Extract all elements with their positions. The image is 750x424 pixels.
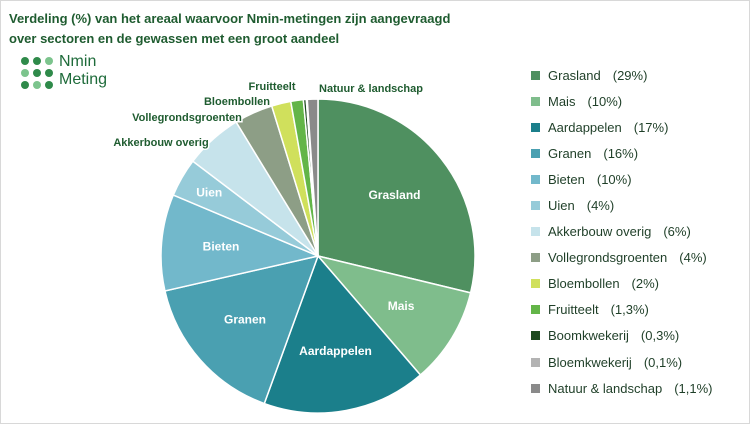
legend-value: (29%) <box>612 67 648 83</box>
legend-swatch <box>531 331 540 341</box>
legend-label: Boomkwekerij <box>548 328 629 344</box>
legend-label: Grasland <box>548 67 601 83</box>
legend-swatch <box>531 305 540 315</box>
legend-value: (4%) <box>586 198 615 214</box>
pie: Grasland Mais Aardappelen Granen Bieten Uien <box>160 98 476 414</box>
legend-value: (1,3%) <box>610 302 649 318</box>
legend-swatch <box>531 96 540 106</box>
legend-entry: Grasland (29%) <box>531 62 712 88</box>
title-line: over sectoren en de gewassen met een gro… <box>9 31 340 46</box>
pie-slice <box>315 254 472 377</box>
legend-value: (4%) <box>679 250 707 266</box>
legend-entry: Granen (16%) <box>531 140 712 166</box>
legend-value: (16%) <box>603 145 639 161</box>
title-line: Verdeling (%) van het areaal waarvoor Nm… <box>9 11 451 26</box>
legend-label: Aardappelen <box>548 119 622 135</box>
legend-entry: Bieten (10%) <box>531 166 712 192</box>
legend-label: Fruitteelt <box>548 302 599 318</box>
legend-label: Akkerbouw overig <box>548 224 652 240</box>
legend-value: (10%) <box>587 93 623 109</box>
legend-swatch <box>531 253 540 263</box>
legend-label: Bieten <box>548 171 585 187</box>
pie-slice <box>164 254 320 405</box>
legend-swatch <box>531 279 540 289</box>
slice-label: Aardappelen <box>299 344 372 358</box>
legend: Grasland (29%) Mais (10%) Aardappelen (17%) Gr… <box>531 62 712 401</box>
legend-entry: Akkerbouw overig (6%) <box>531 219 712 245</box>
legend-swatch <box>531 122 540 132</box>
slice-label: Granen <box>224 313 266 327</box>
legend-entry: Mais (10%) <box>531 88 712 114</box>
legend-entry: Vollegrondsgroenten (4%) <box>531 245 712 271</box>
legend-label: Bloembollen <box>548 276 620 292</box>
legend-entry: Aardappelen (17%) <box>531 114 712 140</box>
legend-entry: Uien (4%) <box>531 192 712 218</box>
legend-value: (10%) <box>596 171 632 187</box>
slice-label: Grasland <box>368 188 420 202</box>
legend-value: (0,1%) <box>643 354 683 370</box>
legend-value: (1,1%) <box>674 380 713 396</box>
legend-label: Uien <box>548 198 575 214</box>
legend-entry: Fruitteelt (1,3%) <box>531 297 712 323</box>
pie-slice <box>306 98 319 257</box>
legend-value: (2%) <box>631 276 659 292</box>
legend-label: Granen <box>548 145 592 161</box>
legend-entry: Bloembollen (2%) <box>531 271 712 297</box>
slice-label: Uien <box>196 185 222 199</box>
pie-slice <box>317 98 476 294</box>
pie-slice <box>263 254 422 414</box>
logo-text: Nmin Meting <box>59 53 107 89</box>
chart-title: Verdeling (%) van het areaal waarvoor Nm… <box>9 9 450 49</box>
legend-value: (6%) <box>663 224 691 240</box>
legend-swatch <box>531 383 540 393</box>
legend-swatch <box>531 227 540 237</box>
legend-value: (0,3%) <box>640 328 680 344</box>
legend-entry: Bloemkwekerij (0,1%) <box>531 349 712 375</box>
legend-swatch <box>531 70 540 80</box>
pie-slice <box>160 194 321 292</box>
outer-label: Vollegrondsgroenten <box>132 112 242 124</box>
slice-label: Mais <box>388 299 415 313</box>
legend-entry: Natuur & landschap (1,1%) <box>531 375 712 401</box>
legend-swatch <box>531 174 540 184</box>
legend-swatch <box>531 201 540 211</box>
legend-entry: Boomkwekerij (0,3%) <box>531 323 712 349</box>
legend-label: Natuur & landschap <box>548 380 663 396</box>
logo-icon <box>21 57 53 89</box>
legend-swatch <box>531 148 540 158</box>
legend-label: Mais <box>548 93 576 109</box>
slice-label: Bieten <box>203 240 240 254</box>
outer-label: Fruitteelt <box>248 81 295 93</box>
outer-label: Natuur & landschap <box>319 83 423 95</box>
logo-line: Meting <box>59 71 108 88</box>
outer-label: Akkerbouw overig <box>113 137 208 149</box>
outer-label: Bloembollen <box>204 96 270 108</box>
legend-label: Vollegrondsgroenten <box>548 250 668 266</box>
legend-swatch <box>531 357 540 367</box>
logo-line: Nmin <box>59 53 97 70</box>
legend-label: Bloemkwekerij <box>548 354 632 370</box>
legend-value: (17%) <box>633 119 669 135</box>
